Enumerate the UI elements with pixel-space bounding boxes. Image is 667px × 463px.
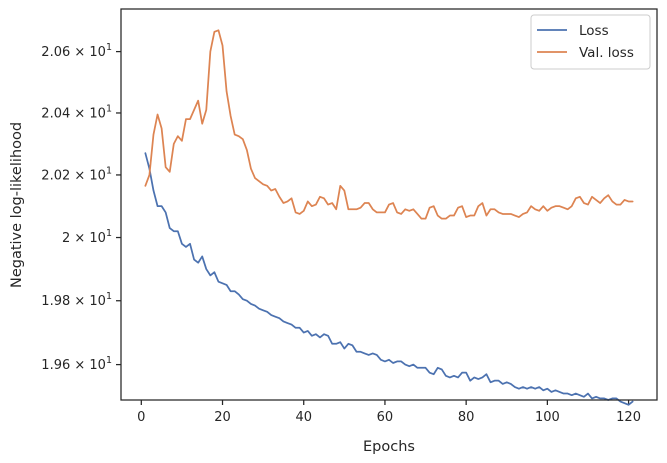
- loss-line: [144, 152, 634, 406]
- legend: Loss Val. loss: [530, 14, 651, 70]
- legend-label-loss: Loss: [579, 23, 609, 39]
- y-tick-label: 2.02 × 101: [41, 165, 112, 183]
- plot-area-frame: [120, 8, 658, 401]
- x-axis-title: Epochs: [363, 439, 415, 455]
- legend-label-val-loss: Val. loss: [579, 45, 634, 61]
- legend-box: [530, 14, 651, 70]
- y-tick-label: 1.98 × 101: [41, 291, 112, 309]
- x-tick-label: 120: [616, 410, 641, 425]
- y-tick-label: 2.04 × 101: [41, 103, 112, 121]
- y-tick-label: 2.06 × 101: [41, 42, 112, 60]
- x-tick-label: 100: [535, 410, 560, 425]
- x-tick-label: 0: [137, 410, 145, 425]
- val-loss-line: [144, 29, 634, 220]
- x-tick-label: 60: [377, 410, 394, 425]
- y-tick-label: 2 × 101: [62, 228, 112, 246]
- y-tick-label: 1.96 × 101: [41, 355, 112, 373]
- x-tick-label: 40: [295, 410, 312, 425]
- x-tick-label: 20: [214, 410, 231, 425]
- x-tick-label: 80: [458, 410, 475, 425]
- y-axis-title: Negative log-likelihood: [9, 122, 25, 288]
